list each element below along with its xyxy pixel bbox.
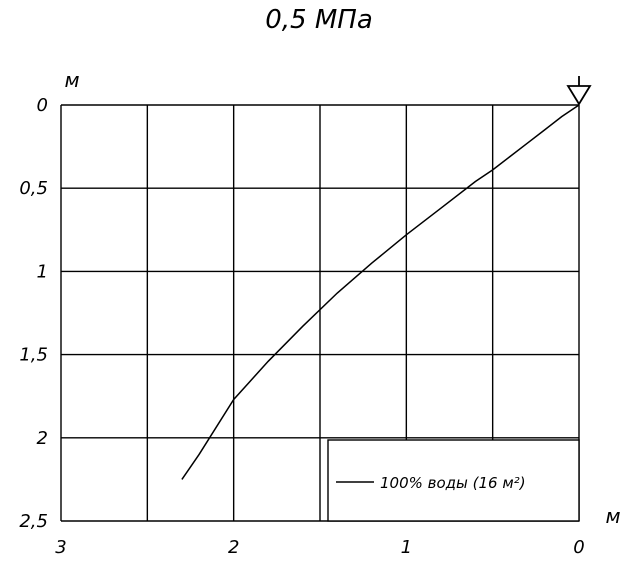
chart-title: 0,5 МПа [265, 5, 373, 35]
x-tick-label: 3 [55, 537, 66, 558]
series-line-0 [181, 104, 580, 480]
x-tick-label: 0 [573, 537, 584, 558]
y-tick-label: 1,5 [19, 345, 48, 366]
marker-layer [566, 76, 592, 106]
y-axis-unit: м [64, 68, 79, 92]
y-tick-label: 1 [37, 261, 48, 282]
y-tick-label: 2,5 [19, 511, 48, 532]
x-axis-unit: м [605, 504, 620, 528]
x-tick-label: 2 [228, 537, 239, 558]
y-tick-label: 2 [37, 428, 48, 449]
legend-box [327, 439, 580, 522]
x-tick-label: 1 [401, 537, 412, 558]
y-tick-label: 0,5 [19, 178, 48, 199]
legend-label: 100% воды (16 м²) [380, 474, 526, 492]
marker-triangle [566, 85, 592, 106]
tick-labels: 0 0,5 1 1,5 2 2,5 3 2 1 0 [19, 95, 584, 558]
legend: 100% воды (16 м²) [327, 439, 580, 522]
series-layer [181, 104, 580, 480]
y-tick-label: 0 [37, 95, 48, 116]
